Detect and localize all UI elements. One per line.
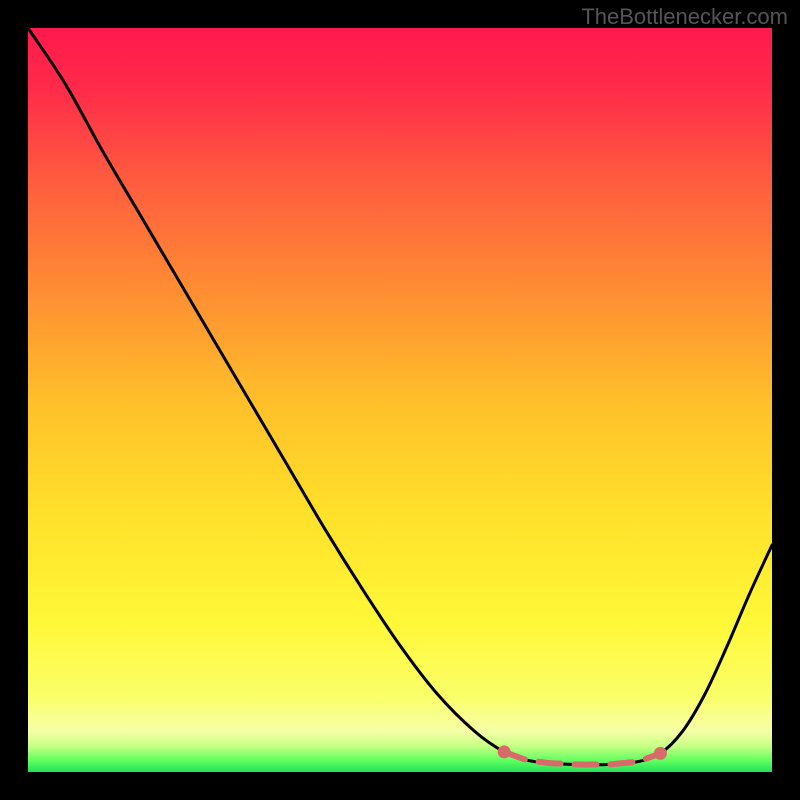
plot-background xyxy=(28,28,772,772)
watermark-text: TheBottlenecker.com xyxy=(581,4,788,30)
chart-canvas xyxy=(0,0,800,800)
trough-marker-end xyxy=(654,747,667,760)
trough-marker-start xyxy=(498,745,511,758)
chart-svg xyxy=(0,0,800,800)
